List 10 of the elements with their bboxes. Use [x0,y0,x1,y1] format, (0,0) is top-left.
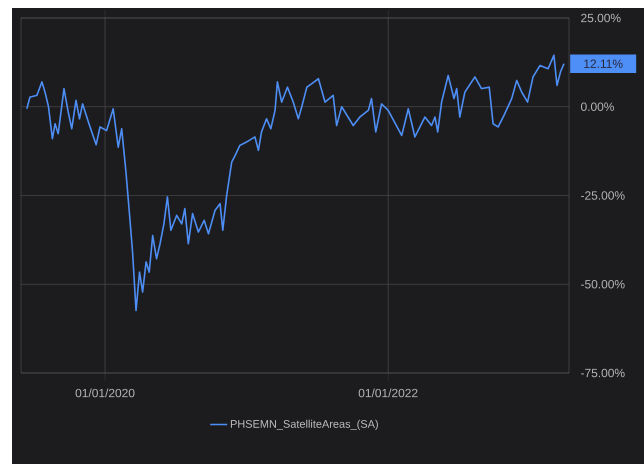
legend-label: PHSEMN_SatelliteAreas_(SA) [230,420,378,430]
y-tick-label: 25.00% [581,14,621,22]
annotation: 12.11% [584,60,623,68]
y-tick-label: -25.00% [581,191,625,200]
line-series [26,54,565,312]
x-tick-label: 01/01/2022 [358,388,418,398]
y-tick-label: 0.00% [581,102,614,111]
x-tick-label: 01/01/2020 [76,388,134,398]
y-tick-label: -75.00% [581,368,625,378]
y-tick-label: -50.00% [581,280,625,288]
